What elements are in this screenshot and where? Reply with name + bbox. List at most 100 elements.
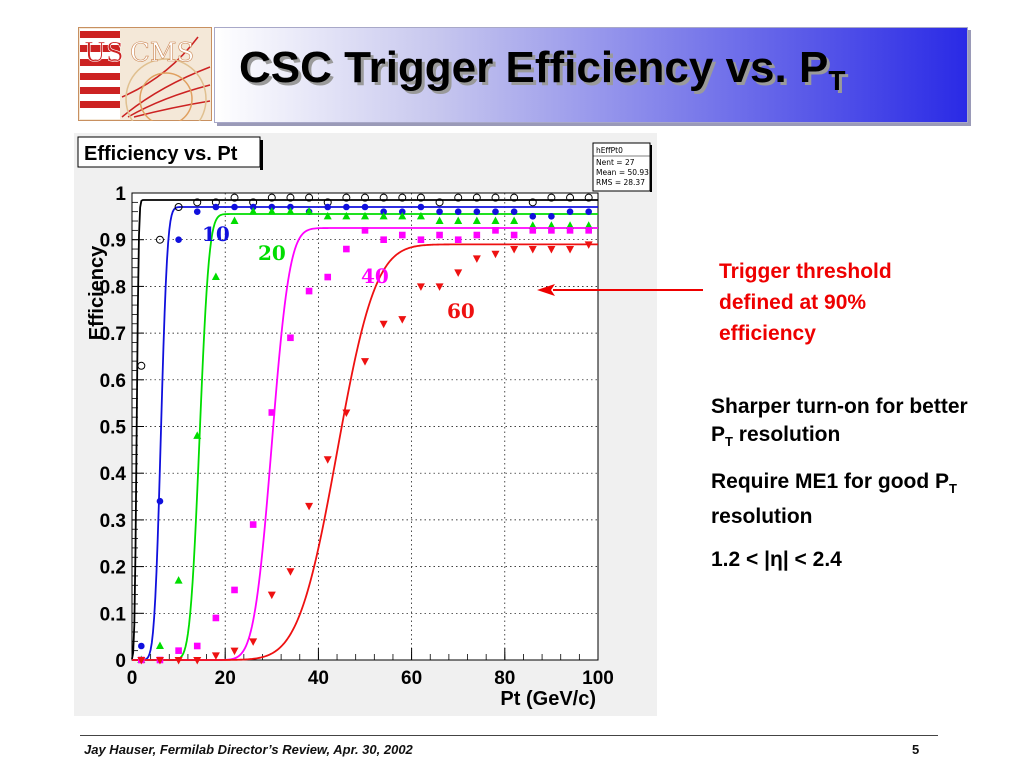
- annotation-arrow: [537, 284, 703, 296]
- slide-title-main: CSC Trigger Efficiency vs. P: [239, 43, 829, 92]
- data-point: [137, 657, 146, 665]
- data-point: [155, 641, 164, 649]
- y-tick-label: 0.4: [100, 464, 127, 485]
- x-tick-label: 20: [215, 668, 236, 689]
- data-point: [174, 657, 183, 665]
- us-cms-logo: US CMS: [78, 27, 212, 121]
- data-point: [211, 272, 220, 281]
- data-point: [566, 227, 574, 234]
- data-point: [584, 221, 593, 229]
- data-point: [435, 198, 444, 207]
- data-point: [286, 568, 295, 576]
- data-point: [286, 207, 295, 215]
- data-point: [454, 269, 463, 277]
- data-point: [379, 211, 388, 220]
- bullet-require-me1: Require ME1 for good PT resolution: [711, 468, 1021, 531]
- y-tick-label: 0.5: [100, 418, 127, 439]
- data-point: [342, 193, 351, 202]
- data-point: [361, 227, 369, 234]
- data-point: [361, 211, 369, 220]
- data-point: [324, 203, 332, 211]
- data-point: [212, 203, 220, 211]
- data-point: [305, 287, 313, 295]
- data-point: [249, 638, 258, 646]
- x-tick-label: 0: [127, 668, 138, 689]
- data-point: [342, 409, 351, 417]
- slide-title: CSC Trigger Efficiency vs. PT: [239, 43, 845, 97]
- data-point: [249, 521, 257, 528]
- data-point: [510, 193, 519, 202]
- data-point: [175, 236, 182, 243]
- data-point: [155, 657, 164, 665]
- stats-line: Nent = 27: [596, 158, 635, 167]
- data-point: [230, 193, 239, 202]
- data-point: [379, 193, 388, 202]
- plot-axes: 0 20 40 60 80 100 0 0.1 0.2 0.3 0.4 0.5 0.6 0.7 0.8 0.9…: [100, 184, 614, 689]
- data-point: [286, 193, 295, 202]
- data-point: [584, 193, 593, 202]
- series-labels: 10 20 40 60: [202, 222, 475, 323]
- logo-stripes: [80, 29, 120, 119]
- data-point: [491, 193, 500, 202]
- data-point: [193, 642, 201, 650]
- data-point: [548, 213, 555, 220]
- data-point: [361, 193, 369, 202]
- data-point: [323, 456, 332, 464]
- data-point: [528, 246, 537, 254]
- data-point: [436, 231, 443, 239]
- efficiency-plot: 0 20 40 60 80 100 0 0.1 0.2 0.3 0.4 0.5 0.6 0.7 0.8 0.9…: [74, 133, 657, 716]
- data-point: [138, 642, 145, 650]
- data-point: [249, 207, 258, 215]
- data-point: [230, 216, 239, 225]
- data-point: [472, 216, 481, 225]
- data-point: [584, 241, 593, 249]
- data-point: [566, 193, 575, 202]
- data-point: [454, 236, 462, 243]
- series-label: 20: [258, 241, 286, 265]
- data-point: [566, 246, 575, 254]
- data-point: [305, 193, 314, 202]
- data-point: [416, 283, 425, 291]
- footer-divider: [80, 735, 938, 736]
- series-label: 60: [447, 299, 475, 323]
- data-point: [510, 246, 519, 254]
- data-point: [379, 320, 388, 329]
- bullet-subscript: T: [725, 434, 733, 449]
- data-point: [155, 235, 164, 244]
- logo-us-text: US: [84, 38, 124, 68]
- data-point: [305, 207, 314, 215]
- data-point: [398, 211, 407, 220]
- fit-curve: [132, 243, 598, 661]
- bullet-turn-on: Sharper turn-on for better PT resolution: [711, 393, 991, 456]
- stats-name: hEffPt0: [596, 146, 623, 155]
- data-point: [454, 216, 463, 225]
- bullet-text: Sharper turn-on for better P: [711, 395, 968, 446]
- data-point: [212, 614, 220, 622]
- y-tick-label: 0: [115, 651, 126, 672]
- data-point: [528, 198, 537, 207]
- data-point: [398, 208, 406, 215]
- data-point: [398, 316, 407, 324]
- data-point: [417, 236, 425, 243]
- data-point: [491, 250, 500, 259]
- y-tick-label: 0.2: [100, 558, 126, 579]
- x-tick-label: 80: [494, 668, 515, 689]
- x-tick-label: 60: [401, 668, 422, 689]
- data-point: [454, 208, 462, 215]
- data-point: [193, 208, 201, 215]
- logo-cms-text: CMS: [130, 38, 194, 68]
- logo-tracks: [121, 36, 211, 121]
- data-point: [193, 198, 202, 207]
- y-tick-label: 0.6: [100, 371, 126, 392]
- data-point: [267, 193, 276, 202]
- bullet-tail: resolution: [711, 505, 813, 528]
- x-axis-title: Pt (GeV/c): [500, 688, 596, 710]
- data-point: [230, 647, 239, 656]
- data-point: [380, 208, 387, 215]
- data-point: [416, 193, 425, 202]
- data-point: [398, 231, 406, 239]
- data-point: [417, 203, 425, 211]
- threshold-annotation: Trigger threshold defined at 90% efficie…: [719, 260, 892, 345]
- data-point: [454, 193, 463, 202]
- data-point: [529, 227, 537, 234]
